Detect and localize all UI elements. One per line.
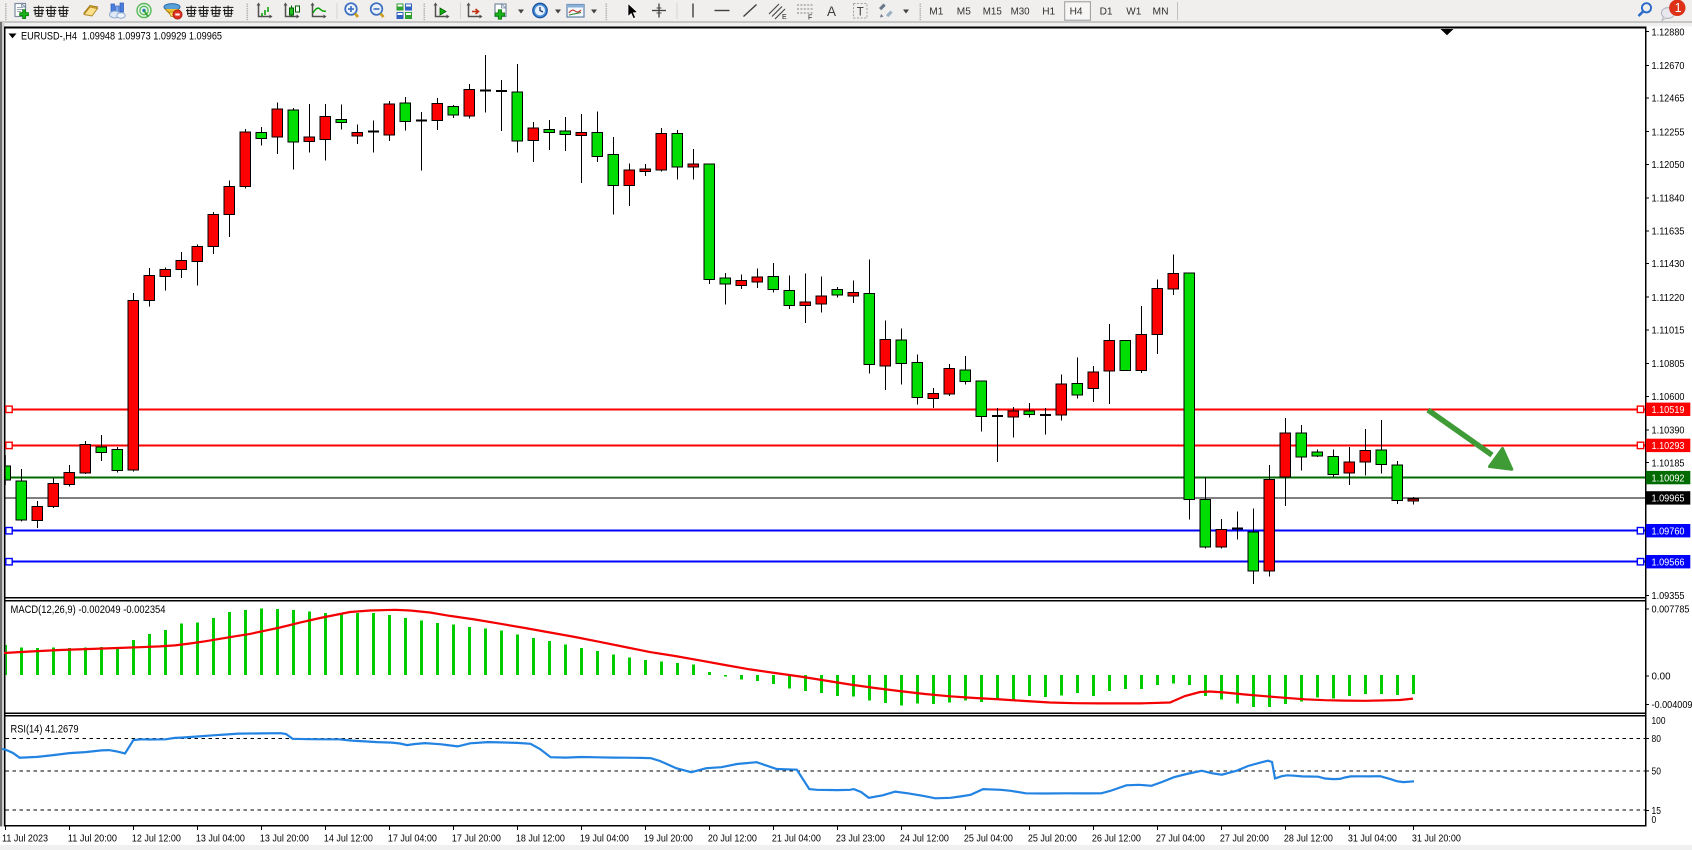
svg-text:100: 100 — [1652, 715, 1666, 727]
svg-text:1.10805: 1.10805 — [1652, 358, 1685, 370]
svg-text:12 Jul 12:00: 12 Jul 12:00 — [132, 833, 181, 845]
svg-text:27 Jul 04:00: 27 Jul 04:00 — [1156, 833, 1205, 845]
svg-text:1.10092: 1.10092 — [1652, 472, 1685, 484]
svg-text:15: 15 — [1652, 805, 1662, 817]
svg-text:MN: MN — [1153, 6, 1169, 18]
svg-text:1.09965: 1.09965 — [1652, 493, 1685, 505]
svg-text:80: 80 — [1652, 733, 1662, 745]
svg-text:24 Jul 12:00: 24 Jul 12:00 — [900, 833, 949, 845]
svg-text:RSI(14) 41.2679: RSI(14) 41.2679 — [11, 724, 79, 736]
svg-text:28 Jul 12:00: 28 Jul 12:00 — [1284, 833, 1333, 845]
svg-text:23 Jul 23:00: 23 Jul 23:00 — [836, 833, 885, 845]
svg-text:50: 50 — [1652, 766, 1662, 778]
svg-text:13 Jul 04:00: 13 Jul 04:00 — [196, 833, 245, 845]
svg-text:17 Jul 04:00: 17 Jul 04:00 — [388, 833, 437, 845]
svg-text:0.00: 0.00 — [1652, 670, 1671, 682]
svg-text:18 Jul 12:00: 18 Jul 12:00 — [516, 833, 565, 845]
svg-text:1.10600: 1.10600 — [1652, 391, 1685, 403]
svg-text:1.10185: 1.10185 — [1652, 457, 1685, 469]
svg-text:1.10390: 1.10390 — [1652, 425, 1685, 437]
svg-text:1.10519: 1.10519 — [1652, 404, 1685, 416]
svg-text:EURUSD-,H4 1.09948 1.09973 1.: EURUSD-,H4 1.09948 1.09973 1.09929 1.099… — [21, 31, 222, 43]
svg-text:1: 1 — [1675, 1, 1682, 15]
svg-text:M15: M15 — [983, 6, 1002, 18]
svg-text:21 Jul 04:00: 21 Jul 04:00 — [772, 833, 821, 845]
svg-text:11 Jul 2023: 11 Jul 2023 — [2, 833, 48, 845]
svg-text:E: E — [782, 14, 787, 21]
svg-text:25 Jul 04:00: 25 Jul 04:00 — [964, 833, 1013, 845]
svg-text:1.09566: 1.09566 — [1652, 557, 1685, 569]
svg-text:31 Jul 20:00: 31 Jul 20:00 — [1412, 833, 1461, 845]
svg-text:1.12050: 1.12050 — [1652, 159, 1685, 171]
svg-text:-0.004009: -0.004009 — [1652, 699, 1692, 711]
svg-text:M1: M1 — [929, 6, 943, 18]
svg-text:17 Jul 20:00: 17 Jul 20:00 — [452, 833, 501, 845]
svg-text:11 Jul 20:00: 11 Jul 20:00 — [68, 833, 117, 845]
svg-text:A: A — [827, 4, 836, 19]
svg-text:1.11220: 1.11220 — [1652, 292, 1685, 304]
svg-text:14 Jul 12:00: 14 Jul 12:00 — [324, 833, 373, 845]
svg-text:MACD(12,26,9) -0.002049 -0.002: MACD(12,26,9) -0.002049 -0.002354 — [11, 604, 166, 616]
svg-text:1.11430: 1.11430 — [1652, 258, 1685, 270]
svg-text:13 Jul 20:00: 13 Jul 20:00 — [260, 833, 309, 845]
svg-text:M30: M30 — [1011, 6, 1030, 18]
svg-text:0.007785: 0.007785 — [1652, 603, 1690, 615]
svg-text:H4: H4 — [1070, 6, 1083, 18]
svg-text:19 Jul 04:00: 19 Jul 04:00 — [580, 833, 629, 845]
svg-text:1.12465: 1.12465 — [1652, 93, 1685, 105]
svg-text:1.09355: 1.09355 — [1652, 590, 1685, 602]
svg-text:0: 0 — [1652, 814, 1657, 826]
svg-text:1.12255: 1.12255 — [1652, 126, 1685, 138]
svg-text:D1: D1 — [1100, 6, 1113, 18]
svg-text:27 Jul 20:00: 27 Jul 20:00 — [1220, 833, 1269, 845]
svg-text:19 Jul 20:00: 19 Jul 20:00 — [644, 833, 693, 845]
svg-text:20 Jul 12:00: 20 Jul 12:00 — [708, 833, 757, 845]
svg-text:1.11015: 1.11015 — [1652, 325, 1685, 337]
svg-text:1.11840: 1.11840 — [1652, 193, 1685, 205]
svg-text:M5: M5 — [957, 6, 971, 18]
svg-text:1.10293: 1.10293 — [1652, 440, 1685, 452]
svg-text:26 Jul 12:00: 26 Jul 12:00 — [1092, 833, 1141, 845]
svg-text:1.09760: 1.09760 — [1652, 526, 1685, 538]
svg-text:T: T — [857, 7, 864, 19]
svg-text:1.12670: 1.12670 — [1652, 60, 1685, 72]
svg-text:W1: W1 — [1126, 6, 1141, 18]
svg-text:1.11635: 1.11635 — [1652, 225, 1685, 237]
svg-text:H1: H1 — [1042, 6, 1055, 18]
svg-text:31 Jul 04:00: 31 Jul 04:00 — [1348, 833, 1397, 845]
svg-text:F: F — [808, 15, 812, 22]
svg-text:1.12880: 1.12880 — [1652, 26, 1685, 38]
svg-text:25 Jul 20:00: 25 Jul 20:00 — [1028, 833, 1077, 845]
